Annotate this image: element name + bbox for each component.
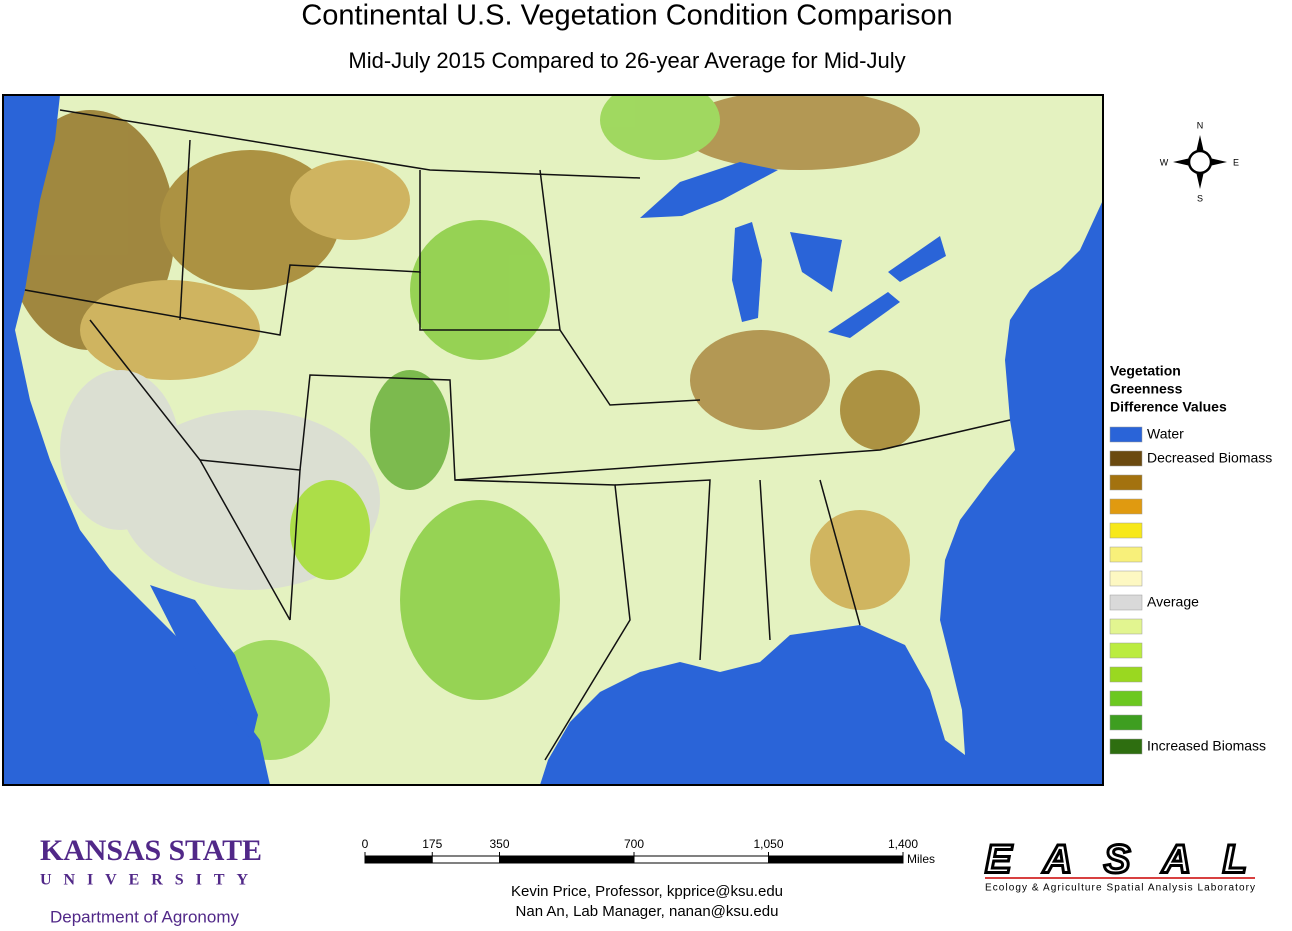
scale-label: 700: [624, 837, 644, 851]
vegetation-patches: [5, 95, 920, 760]
legend-swatch: [1109, 642, 1143, 659]
ksu-logo: KANSAS STATE UNIVERSITY Department of Ag…: [40, 834, 262, 927]
legend-swatch: [1109, 498, 1143, 515]
legend-title: Vegetation: [1110, 363, 1181, 379]
scale-segment: [364, 855, 433, 864]
map: [2, 94, 1104, 786]
legend-label: Water: [1147, 426, 1184, 442]
scale-label: 350: [489, 837, 509, 851]
scale-label: 1,400: [888, 837, 918, 851]
legend: Vegetation Greenness Difference Values Wate…: [1109, 363, 1272, 755]
ksu-name: KANSAS STATE: [40, 834, 262, 867]
scale-unit: Miles: [907, 852, 935, 866]
compass: N S E W: [1160, 120, 1239, 203]
compass-w: W: [1160, 157, 1169, 167]
compass-ring: [1187, 149, 1213, 175]
scale-label: 1,050: [753, 837, 783, 851]
legend-swatch: [1109, 546, 1143, 563]
credit: Nan An, Lab Manager, nanan@ksu.edu: [516, 903, 779, 920]
lake-michigan: [732, 222, 762, 322]
title: Continental U.S. Vegetation Condition Co…: [301, 0, 952, 32]
legend-swatch: [1109, 666, 1143, 683]
compass-e: E: [1233, 157, 1239, 167]
compass-n: N: [1197, 120, 1204, 130]
scale-segment: [431, 855, 500, 864]
legend-swatch: [1109, 618, 1143, 635]
ksu-department: Department of Agronomy: [50, 907, 239, 926]
lake-erie: [828, 292, 900, 338]
legend-swatch: [1109, 594, 1143, 611]
legend-label: Increased Biomass: [1147, 738, 1266, 754]
legend-swatch: [1109, 714, 1143, 731]
credit: Kevin Price, Professor, kpprice@ksu.edu: [511, 883, 783, 900]
atlantic-and-gulf: [540, 200, 1103, 785]
scale-segment: [633, 855, 769, 864]
legend-swatch: [1109, 738, 1143, 755]
legend-swatch: [1109, 522, 1143, 539]
pacific-ocean: [3, 95, 270, 785]
lake-ontario: [888, 236, 946, 282]
scale-segment: [499, 855, 635, 864]
lake-huron: [790, 232, 842, 292]
easal-full: Ecology & Agriculture Spatial Analysis L…: [985, 883, 1255, 894]
state-borders: [24, 109, 1011, 761]
legend-swatch: [1109, 450, 1143, 467]
scale-segment: [768, 855, 904, 864]
legend-swatch: [1109, 426, 1143, 443]
easal-logo: EASAL Ecology & Agriculture Spatial Anal…: [984, 836, 1255, 894]
legend-swatch: [1109, 474, 1143, 491]
legend-label: Decreased Biomass: [1147, 450, 1272, 466]
scale-label: 0: [362, 837, 369, 851]
legend-swatch: [1109, 570, 1143, 587]
ksu-university: UNIVERSITY: [40, 872, 262, 889]
subtitle: Mid-July 2015 Compared to 26-year Averag…: [348, 48, 905, 73]
easal-mark: EASAL: [985, 838, 1255, 882]
lake-superior: [640, 162, 778, 218]
legend-title: Greenness: [1110, 381, 1183, 397]
map-frame: [2, 94, 1104, 786]
legend-swatch: [1109, 690, 1143, 707]
scale-label: 175: [422, 837, 442, 851]
compass-s: S: [1197, 193, 1203, 203]
legend-title: Difference Values: [1110, 399, 1227, 415]
gulf-of-california: [150, 585, 258, 740]
legend-label: Average: [1147, 594, 1199, 610]
